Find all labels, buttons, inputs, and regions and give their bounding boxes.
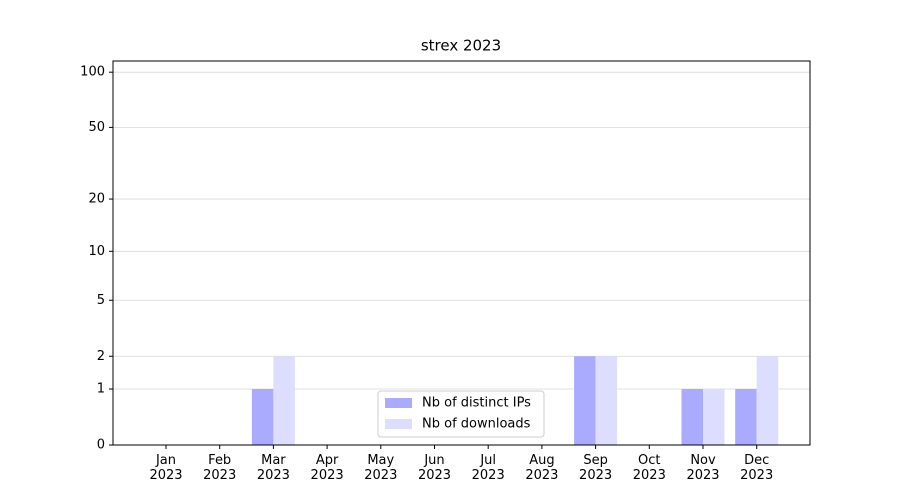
y-tick-label: 100 (80, 65, 105, 80)
y-tick-label: 10 (88, 244, 105, 259)
x-tick-label: Feb 2023 (203, 453, 237, 483)
bar (703, 389, 725, 445)
x-tick-label: Sep 2023 (579, 453, 613, 483)
x-tick-label: Jan 2023 (149, 453, 183, 483)
y-tick-label: 2 (97, 349, 105, 364)
bar (735, 389, 757, 445)
x-tick-label: Jul 2023 (471, 453, 505, 483)
x-tick-label: Dec 2023 (740, 453, 774, 483)
legend-label: Nb of downloads (422, 417, 531, 432)
bar (574, 356, 596, 445)
y-tick-label: 5 (97, 293, 105, 308)
y-tick-label: 20 (88, 192, 105, 207)
x-tick-label: May 2023 (364, 453, 398, 483)
bar (251, 389, 274, 445)
y-tick-label: 0 (97, 438, 105, 453)
x-tick-label: Oct 2023 (632, 453, 666, 483)
y-tick-label: 50 (88, 120, 105, 135)
legend-swatch (385, 398, 412, 408)
bar (595, 356, 618, 445)
legend-box (377, 390, 545, 438)
x-tick-label: Apr 2023 (310, 453, 344, 483)
legend-swatch (385, 419, 412, 429)
legend-label: Nb of distinct IPs (422, 396, 531, 411)
x-tick-label: Nov 2023 (686, 453, 720, 483)
bar (273, 356, 295, 445)
x-tick-label: Mar 2023 (256, 453, 290, 483)
bar (681, 389, 703, 445)
plot-frame (112, 60, 811, 446)
y-tick-label: 1 (97, 382, 105, 397)
x-tick-label: Jun 2023 (417, 453, 452, 483)
chart-title: strex 2023 (421, 37, 501, 55)
x-tick-label: Aug 2023 (525, 453, 559, 483)
bar (756, 356, 779, 445)
